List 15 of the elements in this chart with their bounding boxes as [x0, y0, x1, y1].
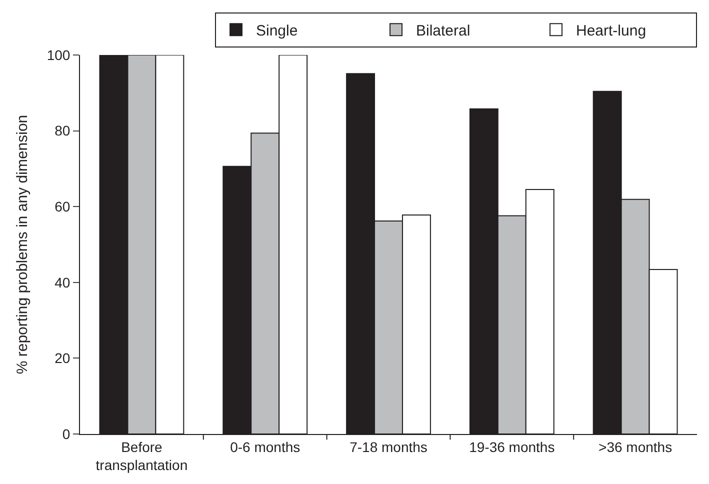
x-tick-label: 0-6 months [230, 438, 300, 455]
x-tick-label: 7-18 months [350, 438, 428, 455]
y-axis-title: % reporting problems in any dimension [14, 114, 32, 374]
x-tick-label: 19-36 months [469, 438, 555, 455]
legend-label: Single [256, 22, 298, 40]
legend-label: Bilateral [416, 22, 470, 40]
x-tick-label: >36 months [598, 438, 672, 455]
y-tick-label: 100 [46, 46, 70, 63]
x-tick-label: Before transplantation [96, 438, 188, 473]
y-tick-label: 0 [62, 426, 70, 442]
legend-label: Heart-lung [576, 22, 646, 40]
y-tick-label: 80 [54, 122, 70, 139]
y-tick-label: 60 [54, 198, 70, 214]
y-tick-label: 20 [54, 350, 70, 366]
y-tick-label: 40 [54, 274, 70, 290]
